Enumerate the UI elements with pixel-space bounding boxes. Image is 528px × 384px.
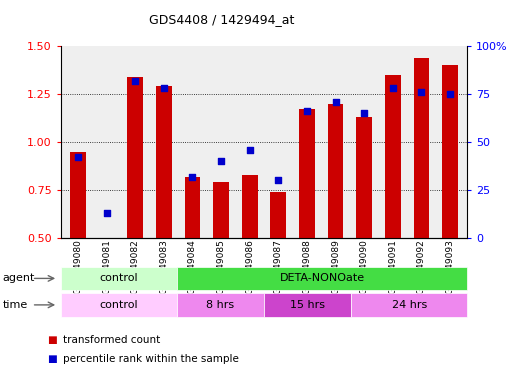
Bar: [385, 75, 401, 238]
Bar: [328, 104, 343, 238]
Bar: [63, 46, 92, 238]
Bar: [242, 175, 258, 238]
Bar: [213, 182, 229, 238]
Point: [360, 110, 369, 116]
Bar: [235, 46, 264, 238]
Bar: [436, 46, 465, 238]
Text: GDS4408 / 1429494_at: GDS4408 / 1429494_at: [149, 13, 295, 26]
Point: [74, 154, 82, 161]
Point: [246, 147, 254, 153]
Text: time: time: [3, 300, 28, 310]
Point: [217, 158, 225, 164]
Point: [274, 177, 282, 184]
Text: 15 hrs: 15 hrs: [290, 300, 325, 310]
Point: [303, 108, 311, 114]
Bar: [264, 46, 293, 238]
Text: DETA-NONOate: DETA-NONOate: [279, 273, 365, 283]
Text: 8 hrs: 8 hrs: [206, 300, 234, 310]
Bar: [127, 77, 143, 238]
Point: [131, 78, 139, 84]
Bar: [350, 46, 379, 238]
Text: ■: ■: [48, 354, 57, 364]
Bar: [70, 152, 86, 238]
Bar: [149, 46, 178, 238]
Bar: [178, 46, 207, 238]
Point: [446, 91, 454, 97]
Text: ■: ■: [48, 335, 57, 345]
Point: [389, 85, 397, 91]
Point: [188, 174, 196, 180]
Point: [417, 89, 426, 95]
Bar: [321, 46, 350, 238]
Bar: [185, 177, 200, 238]
Bar: [92, 46, 121, 238]
Bar: [293, 46, 321, 238]
Bar: [442, 65, 458, 238]
Text: percentile rank within the sample: percentile rank within the sample: [63, 354, 239, 364]
Point: [159, 85, 168, 91]
Text: 24 hrs: 24 hrs: [392, 300, 427, 310]
Point: [102, 210, 111, 216]
Bar: [407, 46, 436, 238]
Text: control: control: [99, 300, 138, 310]
Text: control: control: [99, 273, 138, 283]
Bar: [299, 109, 315, 238]
Bar: [413, 58, 429, 238]
Bar: [121, 46, 149, 238]
Text: agent: agent: [3, 273, 35, 283]
Bar: [207, 46, 235, 238]
Point: [332, 99, 340, 105]
Text: transformed count: transformed count: [63, 335, 161, 345]
Bar: [379, 46, 407, 238]
Bar: [270, 192, 286, 238]
Bar: [356, 117, 372, 238]
Bar: [156, 86, 172, 238]
